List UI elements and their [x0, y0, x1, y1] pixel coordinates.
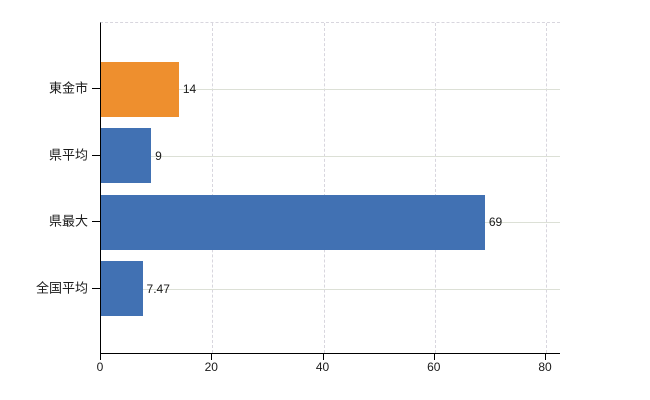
- bar-value-label: 14: [182, 82, 197, 97]
- category-label: 東金市: [48, 80, 88, 96]
- x-tick-label: 60: [427, 360, 441, 374]
- category-label: 県最大: [48, 213, 88, 229]
- v-gridline: [434, 23, 436, 353]
- x-tick-label: 0: [96, 360, 104, 374]
- plot-area: 14 9 69 7.47: [100, 22, 560, 354]
- x-axis-tick: [545, 353, 546, 360]
- category-label: 県平均: [48, 147, 88, 163]
- x-tick-label: 20: [204, 360, 218, 374]
- x-tick-label: 40: [315, 360, 330, 374]
- bar-value-label: 69: [488, 215, 503, 230]
- y-axis-tick: [92, 154, 100, 156]
- category-label: 全国平均: [35, 280, 88, 296]
- h-gridline: [101, 288, 560, 290]
- bar: [101, 128, 152, 184]
- x-axis-tick: [433, 353, 435, 360]
- x-axis-tick: [322, 353, 324, 360]
- x-tick-label: 80: [538, 360, 552, 374]
- bar: [101, 261, 143, 317]
- x-axis-tick: [211, 353, 213, 360]
- bar: [101, 194, 485, 250]
- h-gridline: [101, 155, 560, 157]
- h-gridline: [101, 89, 560, 91]
- bar-value-label: 9: [155, 148, 162, 163]
- y-axis-tick: [92, 221, 100, 223]
- bar-value-label: 7.47: [146, 281, 170, 296]
- x-axis-tick: [100, 353, 101, 360]
- y-axis-tick: [92, 287, 100, 289]
- v-gridline: [546, 23, 547, 353]
- bar: [101, 61, 179, 117]
- v-gridline: [212, 23, 214, 353]
- y-axis-tick: [92, 88, 100, 90]
- v-gridline: [323, 23, 325, 353]
